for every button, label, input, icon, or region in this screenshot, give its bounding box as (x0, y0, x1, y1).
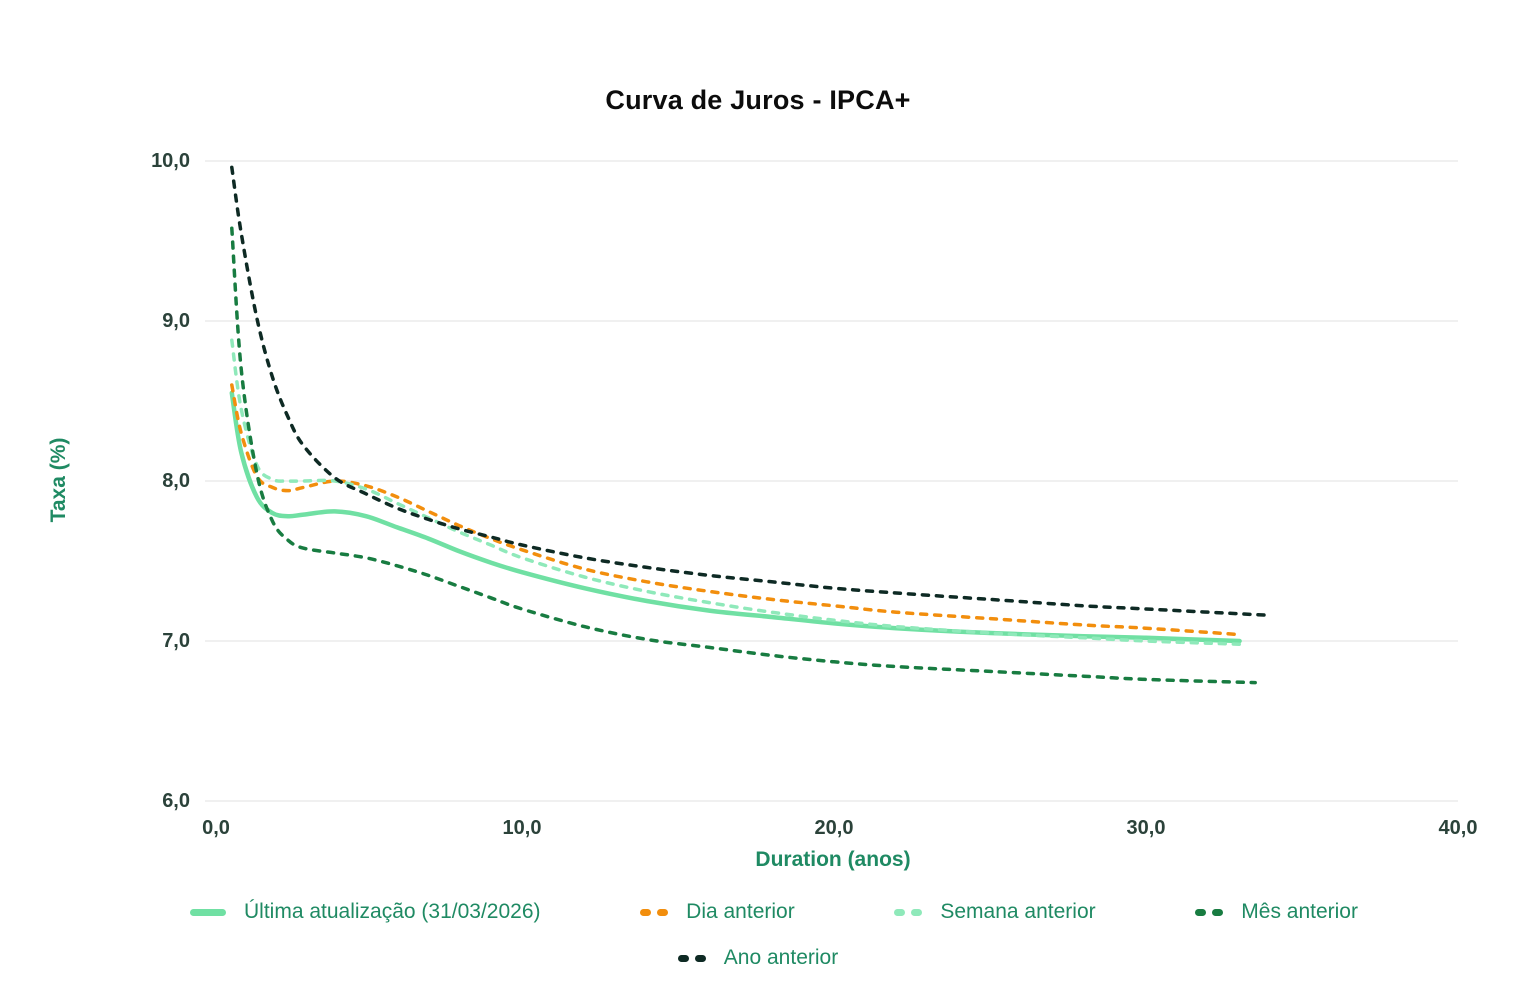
series-line-semana-anterior (230, 338, 1242, 646)
legend-label: Última atualização (31/03/2026) (244, 900, 541, 923)
x-tick-label: 30,0 (1126, 817, 1166, 839)
chart-title: Curva de Juros - IPCA+ (605, 85, 911, 115)
y-axis-title: Taxa (%) (47, 437, 70, 523)
x-tick-label: 40,0 (1438, 817, 1478, 839)
legend-item-ano-anterior[interactable]: Ano anterior (677, 946, 839, 970)
legend-item-semana-anterior[interactable]: Semana anterior (894, 900, 1096, 924)
x-axis-title: Duration (anos) (755, 848, 911, 871)
y-tick-label: 7,0 (162, 630, 190, 652)
x-tick-label: 10,0 (502, 817, 542, 839)
series-line-dia-anterior (230, 383, 1242, 637)
y-tick-label: 9,0 (162, 310, 190, 332)
y-tick-label: 10,0 (151, 150, 190, 172)
x-tick-label: 20,0 (814, 817, 854, 839)
legend-item-ultima-atualizacao[interactable]: Última atualização (31/03/2026) (190, 900, 541, 924)
legend-item-mes-anterior[interactable]: Mês anterior (1195, 900, 1358, 924)
dashed-line-legend-icon (1195, 908, 1224, 916)
legend-label: Ano anterior (723, 946, 839, 969)
legend: Última atualização (31/03/2026) Dia anter… (190, 900, 1358, 924)
series-line-ano-anterior (230, 165, 1273, 618)
series-line-ultima-atualizacao (229, 390, 1242, 644)
dashed-line-legend-icon (640, 908, 669, 916)
y-tick-label: 8,0 (162, 470, 190, 492)
y-tick-label: 6,0 (162, 790, 190, 812)
dashed-line-legend-icon (894, 908, 923, 916)
legend-label: Dia anterior (686, 900, 795, 923)
legend-label: Mês anterior (1241, 900, 1358, 923)
dashed-line-legend-icon (677, 954, 706, 962)
legend-label: Semana anterior (940, 900, 1096, 923)
solid-line-legend-icon (190, 908, 226, 916)
series-line-mes-anterior (230, 226, 1257, 685)
legend-item-dia-anterior[interactable]: Dia anterior (640, 900, 795, 924)
x-tick-label: 0,0 (202, 817, 230, 839)
legend-row-2: Ano anterior (0, 946, 1516, 970)
